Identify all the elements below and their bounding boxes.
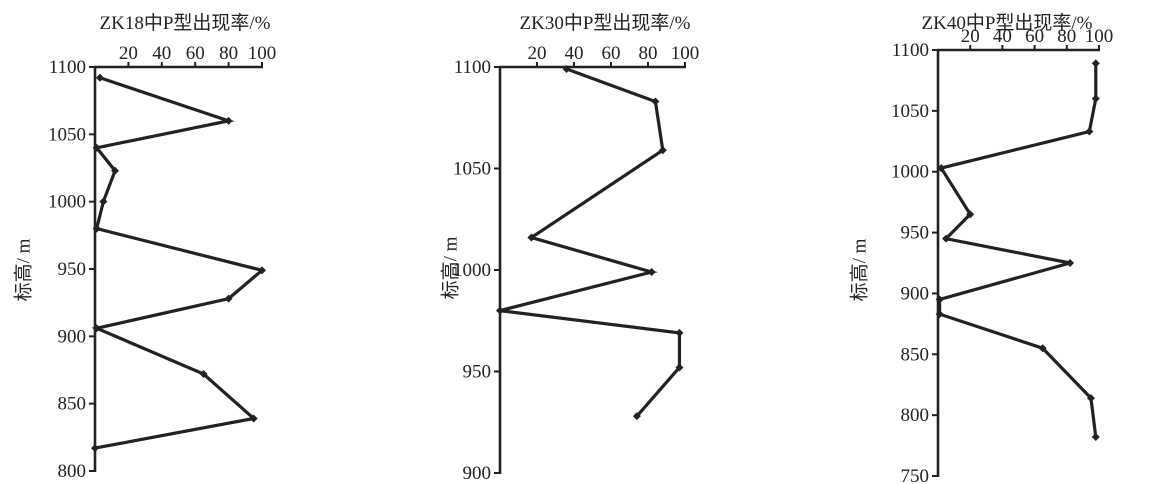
data-point [92,143,101,152]
y-tick-label: 900 [58,326,87,347]
x-tick-label: 40 [565,43,584,64]
y-tick-label: 950 [463,362,492,383]
data-point [935,310,944,319]
chart-panel-zk18: ZK18中P型出现率/% 标高/ m 20 40 60 80 100 800 850 900 9… [0,0,383,484]
y-tick-label: 950 [58,259,87,280]
x-tick-label: 60 [602,43,621,64]
data-point [96,73,105,82]
y-tick-label: 1100 [892,40,929,61]
chart-title: ZK40中P型出现率/% [921,13,1093,34]
data-point [99,197,108,206]
data-point [1066,259,1075,267]
y-tick-label: 1000 [453,260,491,281]
data-point [562,65,571,74]
data-point [1091,94,1100,103]
data-point [199,370,208,379]
x-tick-label: 20 [528,43,547,64]
data-point [675,328,684,337]
data-point [647,268,656,277]
data-point [496,306,504,315]
data-point [937,164,946,173]
y-tick-label: 1100 [454,57,491,78]
x-tick-label: 60 [1025,26,1044,47]
series-line [499,67,682,418]
x-tick-label: 40 [993,26,1012,47]
y-tick-label: 1050 [453,159,491,180]
x-tick-label: 20 [961,26,980,47]
data-point [942,234,951,243]
y-tick-label: 1050 [48,124,86,145]
x-tick-label: 80 [219,43,238,64]
x-tick-label: 20 [119,43,138,64]
data-point [111,166,120,175]
data-point [258,266,266,275]
series-line [938,63,1098,438]
y-tick-label: 1050 [891,101,929,122]
data-point [632,412,641,421]
data-point [224,116,233,125]
y-tick-label: 950 [901,223,930,244]
chart-plot: 20 40 60 80 100 800 850 900 950 1000 1050 1100 [48,43,277,482]
y-tick-label: 850 [58,394,87,415]
data-point [527,233,536,242]
x-tick-label: 100 [671,43,700,64]
x-tick-label: 100 [248,43,277,64]
data-point [91,444,99,453]
y-tick-label: 1100 [49,57,86,78]
y-tick-label: 800 [901,405,930,426]
chart-title: ZK18中P型出现率/% [99,13,271,34]
data-point [1086,394,1095,403]
data-point [935,295,944,304]
y-tick-label: 1000 [891,162,929,183]
y-tick-label: 850 [901,344,930,365]
y-tick-label: 900 [901,283,930,304]
chart-plot: 20 40 60 80 100 750 800 850 900 950 1000 1050 1100 [891,26,1114,484]
data-point [224,294,233,303]
x-tick-label: 80 [1057,26,1076,47]
x-tick-label: 40 [152,43,171,64]
chart-plot: 20 40 60 80 100 900 950 1000 1050 1100 [453,43,700,484]
y-tick-label: 1000 [48,192,86,213]
chart-title: ZK30中P型出现率/% [519,13,691,34]
data-point [1085,127,1094,136]
x-tick-label: 80 [639,43,658,64]
y-tick-label: 750 [901,466,930,484]
data-point [658,146,667,155]
x-tick-label: 100 [1085,26,1114,47]
data-point [249,414,258,423]
chart-panel-zk30: ZK30中P型出现率/% 标高/ m 20 40 60 80 100 900 950 1000… [383,0,766,484]
data-point [1091,59,1100,68]
data-point [92,224,101,233]
data-point [1091,433,1100,442]
series-line [91,76,266,450]
data-point [92,324,101,333]
x-tick-label: 60 [186,43,205,64]
data-point [966,210,975,219]
y-tick-label: 800 [58,461,87,482]
data-point [675,363,684,372]
data-point [1038,344,1047,353]
data-point [651,97,660,106]
chart-panel-zk40: ZK40中P型出现率/% 标高/ m 20 40 60 80 100 750 800 850 9… [766,0,1150,484]
y-tick-label: 900 [463,463,492,484]
